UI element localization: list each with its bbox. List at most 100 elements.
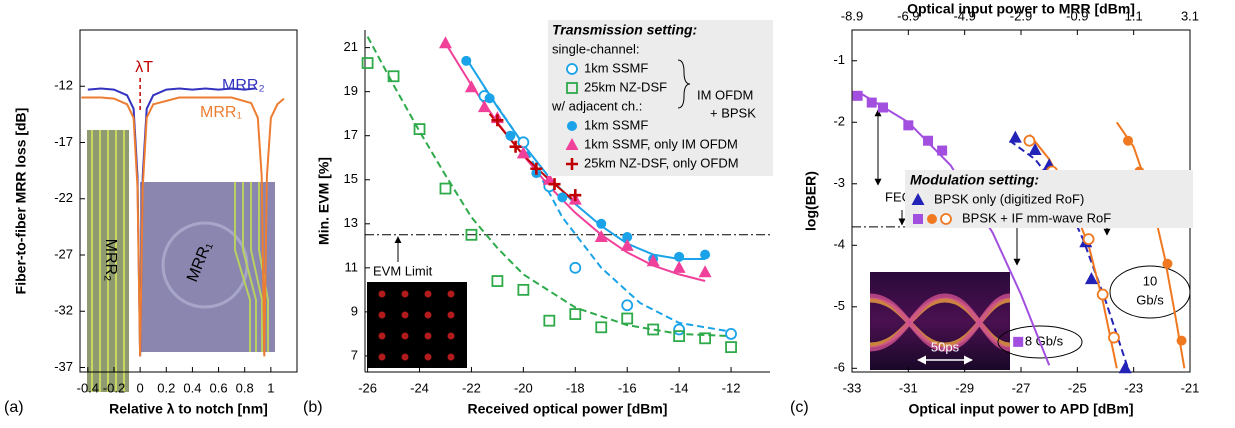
legend-entry: MRR₁ [200,104,242,121]
photo-trace [234,182,251,352]
annotation: 10 [1143,273,1157,288]
data-point [673,330,686,343]
legend-box [905,170,1193,228]
data-point [569,261,582,274]
x-axis-title: Relative λ to notch [nm] [109,401,268,417]
y-axis-title: Min. EVM [%] [316,157,332,245]
y-tick-label: 9 [351,303,358,318]
label-ellipse [997,325,1083,359]
fit-curve [1115,121,1186,369]
constellation-point [424,353,432,361]
y-tick-label: -27 [54,246,73,261]
x-axis-title: Received optical power [dBm] [468,401,668,417]
legend-title: Modulation setting: [910,172,1039,188]
legend-entry: BPSK only (digitized RoF) [934,191,1084,206]
data-point [672,260,686,273]
x-tick-label: -27 [1012,380,1031,395]
y-tick-label: -5 [833,298,845,313]
y-tick-label: 19 [344,83,358,98]
legend-marker [566,82,578,94]
y-tick-label: 17 [344,127,358,142]
y-tick-label: -22 [54,190,73,205]
x2-tick-label: -0.9 [1066,8,1088,23]
data-point [1013,336,1024,347]
annotation: Gb/s [1136,292,1164,307]
constellation-point [424,290,432,298]
y-tick-label: -37 [54,359,73,374]
series-line [81,96,285,357]
x-tick-label: -29 [955,380,974,395]
eye-label: 50ps [931,339,960,354]
data-point [569,308,582,320]
label-ellipse [1109,265,1191,319]
data-point [465,228,478,241]
panel-label: (c) [790,399,809,416]
data-point [646,254,660,267]
x-tick-label: 0.6 [210,380,228,395]
x2-tick-label: 1.1 [1125,8,1143,23]
eye-inset [870,272,1010,370]
legend-marker [940,213,952,225]
y-tick-label: -4 [833,237,845,252]
fit-curve [366,36,732,338]
data-point [698,265,712,278]
y-tick-label: -12 [54,78,73,93]
y-tick-label: -3 [833,175,845,190]
y-tick-label: 11 [345,259,359,274]
data-point [491,114,504,127]
x-tick-label: 0.4 [183,380,201,395]
data-point [543,314,556,327]
x-tick-label: -31 [899,380,918,395]
data-point [1108,331,1120,344]
annotation: 8 Gb/s [1025,333,1064,348]
data-point [1123,135,1134,146]
data-point [1162,258,1173,269]
data-point [725,328,737,340]
legend-brace-label: + BPSK [710,105,756,120]
x2-tick-label: -4.9 [953,8,975,23]
y-tick-label: -17 [54,134,73,149]
x-tick-label: 0 [137,380,144,395]
data-point [438,36,452,49]
data-point [439,182,452,195]
data-point [673,323,686,336]
data-point [509,140,522,153]
data-point [621,312,634,325]
data-point [647,323,660,336]
x-tick-label: -24 [410,380,429,395]
data-point [700,249,711,260]
data-point [516,146,530,159]
constellation-point [401,332,409,340]
photo-label: MRR₂ [102,239,119,282]
data-point [1118,361,1132,374]
legend-marker [565,138,579,150]
data-point [517,283,530,296]
constellation-point [447,290,455,298]
eye-trace [869,293,1011,352]
x-tick-label: -18 [566,380,585,395]
data-point [725,341,737,354]
y-tick-label: -1 [833,52,845,67]
legend-marker [566,158,578,170]
x-tick-label: -26 [358,380,377,395]
x-tick-label: -16 [618,380,637,395]
data-point [1082,233,1095,246]
threshold-label: EVM Limit [373,263,433,278]
x-tick-label: -25 [1068,380,1087,395]
data-point [1096,288,1109,301]
legend-brace-label: IM OFDM [697,87,753,102]
data-point [699,332,711,345]
panel-label: (a) [4,399,24,416]
notch-label: λT [135,59,153,76]
photo-trace [250,182,263,352]
legend-entry: 25km NZ-DSF [584,79,667,94]
data-point [937,145,948,156]
legend-entry: BPSK + IF mm-wave RoF [962,210,1111,225]
x2-tick-label: -8.9 [841,8,863,23]
data-point [595,321,608,334]
data-point [596,218,607,229]
data-point [505,130,516,141]
data-point [557,192,568,203]
data-point [621,299,634,312]
legend-entry: 25km NZ-DSF, only OFDM [584,155,739,170]
